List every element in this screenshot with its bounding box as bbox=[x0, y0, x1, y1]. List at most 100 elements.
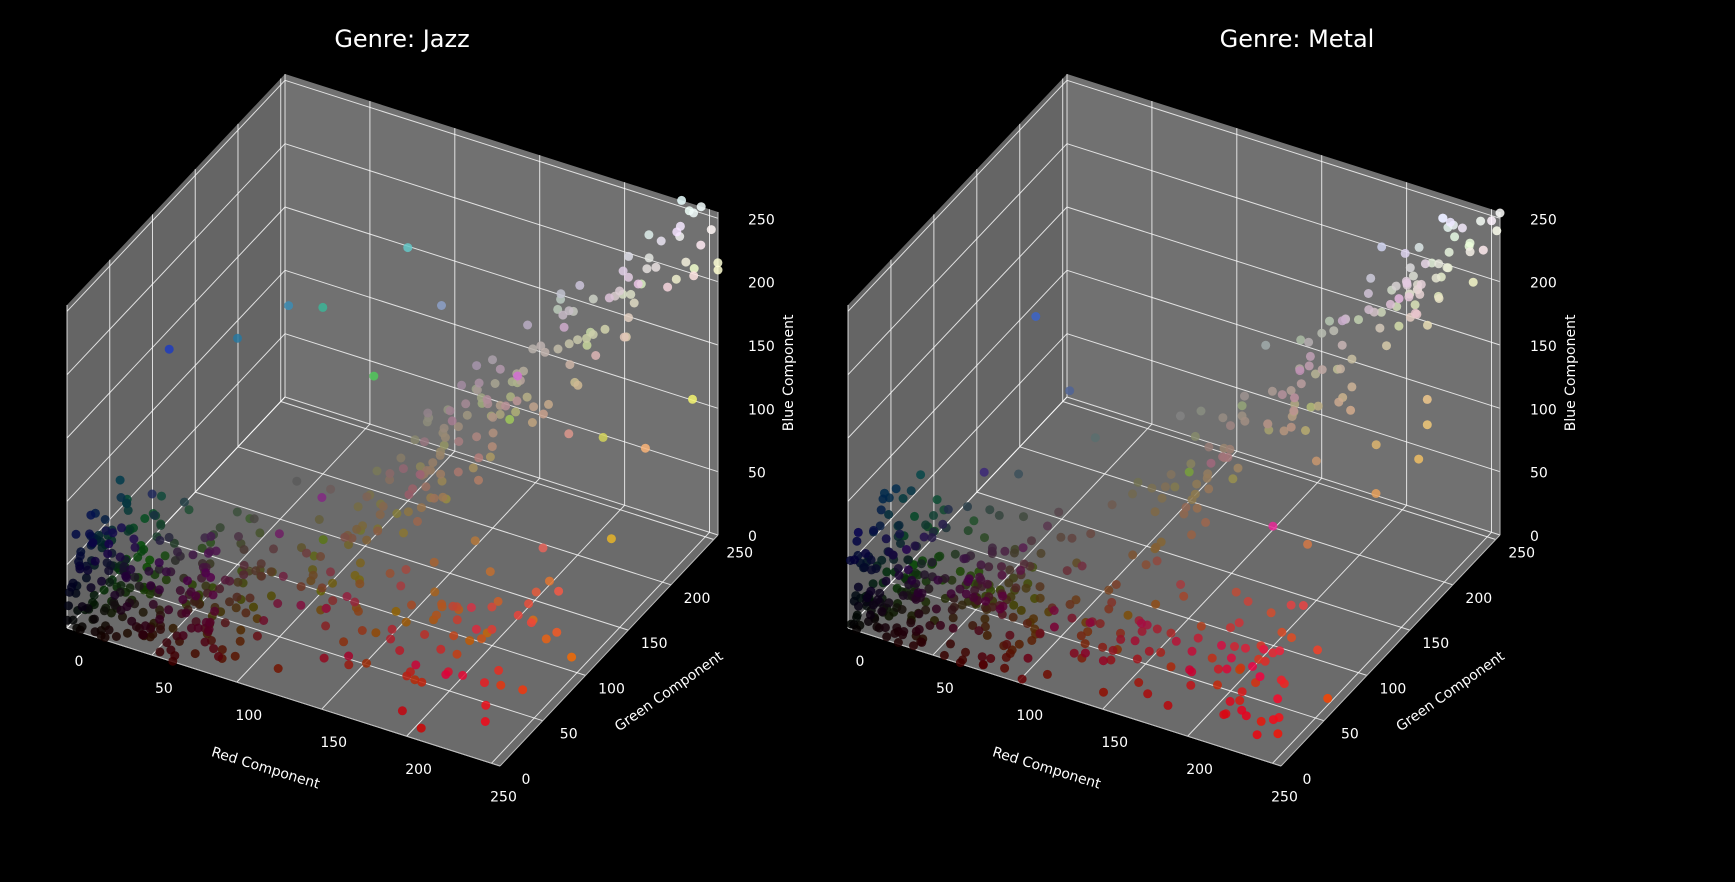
scatter-point bbox=[104, 566, 114, 576]
scatter-point bbox=[1029, 614, 1038, 624]
scatter-point bbox=[466, 603, 476, 612]
scatter-point bbox=[997, 562, 1006, 572]
scatter-point bbox=[488, 355, 497, 365]
scatter-point bbox=[1002, 639, 1012, 649]
scatter-point bbox=[1347, 354, 1357, 364]
y-tick-label: 250 bbox=[1508, 546, 1535, 562]
scatter-point bbox=[436, 644, 446, 654]
scatter-point bbox=[513, 610, 523, 620]
scatter-point bbox=[1468, 277, 1478, 287]
scatter-point bbox=[866, 555, 876, 565]
scatter-point bbox=[1031, 312, 1041, 321]
scatter-point bbox=[884, 598, 894, 608]
scatter-point bbox=[909, 641, 918, 651]
scatter-point bbox=[980, 614, 990, 624]
scatter-point bbox=[981, 596, 991, 606]
scatter-point bbox=[86, 510, 96, 520]
scatter-point bbox=[1054, 507, 1064, 517]
scatter-point bbox=[959, 554, 969, 564]
scatter-point bbox=[538, 543, 548, 553]
scatter-point bbox=[921, 520, 931, 530]
scatter-point bbox=[853, 582, 863, 592]
scatter-point bbox=[1226, 653, 1236, 663]
y-tick-label: 0 bbox=[522, 772, 531, 788]
scatter-point bbox=[420, 437, 429, 447]
scatter-point bbox=[894, 571, 904, 580]
scatter-point bbox=[115, 475, 125, 485]
scatter-point bbox=[1495, 208, 1505, 218]
scatter-point bbox=[713, 265, 723, 275]
scatter-point bbox=[1394, 294, 1404, 304]
scatter-point bbox=[193, 623, 203, 633]
scatter-point bbox=[553, 344, 563, 354]
scatter-point bbox=[403, 243, 413, 253]
scatter-point bbox=[1067, 613, 1077, 623]
scatter-point bbox=[1027, 636, 1037, 645]
scatter-point bbox=[190, 649, 200, 659]
gridline bbox=[284, 206, 719, 346]
scatter-point bbox=[706, 225, 716, 235]
scatter-point bbox=[179, 497, 189, 507]
scatter-point bbox=[1317, 328, 1327, 338]
scatter-point bbox=[1147, 483, 1157, 493]
x-tick-labels: 0 50 100 150 200 250 bbox=[856, 654, 1298, 805]
scatter-point bbox=[416, 503, 426, 513]
scatter-point bbox=[347, 533, 357, 543]
scatter-point bbox=[67, 582, 76, 592]
scatter-point bbox=[884, 510, 894, 519]
scatter-point bbox=[1218, 452, 1228, 462]
scatter-point bbox=[102, 558, 112, 568]
scatter-point bbox=[877, 555, 887, 565]
scatter-point bbox=[392, 509, 402, 518]
scatter-point bbox=[1279, 426, 1289, 436]
gridline bbox=[1066, 79, 1501, 219]
scatter-point bbox=[1382, 341, 1391, 351]
scatter-point bbox=[1207, 653, 1217, 663]
scatter-point bbox=[423, 408, 433, 418]
scatter-point bbox=[122, 602, 132, 612]
scatter-point bbox=[633, 279, 643, 289]
scatter-point bbox=[239, 570, 249, 580]
scatter-point bbox=[1077, 561, 1087, 571]
scatter-point bbox=[998, 591, 1008, 601]
scatter-point bbox=[567, 652, 577, 662]
scatter-point bbox=[239, 560, 249, 570]
scatter-point bbox=[1259, 644, 1269, 654]
scatter-point bbox=[882, 567, 892, 577]
scatter-point bbox=[205, 617, 215, 627]
scatter-point bbox=[1069, 648, 1079, 658]
z-tick-label: 250 bbox=[1530, 212, 1557, 228]
scatter-point bbox=[470, 536, 480, 546]
scatter-point bbox=[201, 568, 211, 578]
scatter-point bbox=[1186, 459, 1196, 469]
scatter-point bbox=[902, 545, 911, 554]
side-pane bbox=[848, 74, 1067, 628]
scatter-point bbox=[1042, 669, 1052, 679]
scatter-point bbox=[1255, 672, 1265, 682]
scatter-point bbox=[1098, 656, 1108, 666]
scatter-point bbox=[391, 606, 401, 616]
scatter-point bbox=[103, 549, 113, 559]
scatter-point bbox=[1201, 517, 1211, 527]
scatter-point bbox=[1334, 397, 1344, 407]
scatter-point bbox=[893, 638, 903, 647]
scatter-point bbox=[948, 613, 958, 623]
scatter-point bbox=[1000, 546, 1010, 556]
scatter-point bbox=[925, 621, 935, 630]
scatter-point bbox=[1235, 696, 1245, 705]
scatter-point bbox=[852, 625, 862, 634]
scatter-point bbox=[117, 523, 126, 533]
scatter-point bbox=[1011, 583, 1021, 593]
scatter-point bbox=[910, 568, 920, 578]
scatter-point bbox=[961, 647, 970, 657]
scatter-point bbox=[292, 476, 302, 486]
scatter-point bbox=[355, 558, 365, 568]
gridline bbox=[1066, 333, 1501, 473]
scatter-point bbox=[1043, 521, 1052, 531]
scatter-point bbox=[318, 535, 328, 545]
z-tick-label: 50 bbox=[748, 466, 766, 482]
scatter-point bbox=[1218, 413, 1228, 423]
scatter-point bbox=[531, 587, 541, 597]
scatter-point bbox=[591, 351, 601, 360]
scatter-point bbox=[1236, 663, 1246, 673]
